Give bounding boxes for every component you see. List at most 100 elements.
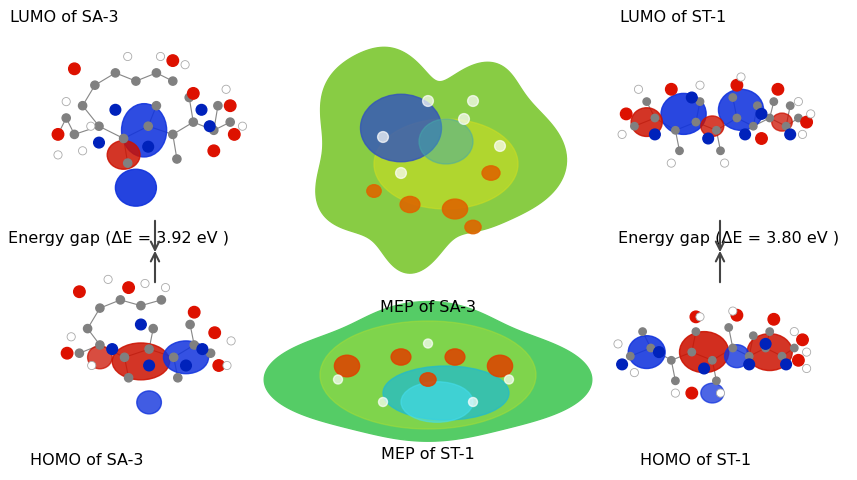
Circle shape <box>209 327 220 338</box>
Ellipse shape <box>361 94 441 162</box>
Circle shape <box>794 114 802 122</box>
Circle shape <box>170 353 177 361</box>
Ellipse shape <box>464 220 481 234</box>
Circle shape <box>169 130 177 139</box>
Circle shape <box>167 55 178 66</box>
Circle shape <box>185 94 194 102</box>
Polygon shape <box>264 301 592 441</box>
Circle shape <box>458 114 470 124</box>
Circle shape <box>226 118 234 126</box>
Circle shape <box>189 306 200 318</box>
Circle shape <box>620 108 632 120</box>
Circle shape <box>672 377 679 384</box>
Circle shape <box>716 147 724 155</box>
Circle shape <box>141 279 149 288</box>
Circle shape <box>729 94 736 101</box>
Circle shape <box>688 348 696 356</box>
Circle shape <box>744 359 754 370</box>
Circle shape <box>119 134 128 143</box>
Ellipse shape <box>116 169 156 206</box>
Circle shape <box>666 84 677 95</box>
Circle shape <box>75 349 83 357</box>
Circle shape <box>617 359 627 370</box>
Text: Energy gap (ΔE = 3.92 eV ): Energy gap (ΔE = 3.92 eV ) <box>8 230 229 245</box>
Ellipse shape <box>367 185 381 197</box>
Ellipse shape <box>718 89 764 130</box>
Circle shape <box>686 387 698 399</box>
Circle shape <box>668 159 675 167</box>
Circle shape <box>144 122 153 130</box>
Circle shape <box>222 85 231 94</box>
Ellipse shape <box>137 391 161 414</box>
Circle shape <box>734 114 740 122</box>
Circle shape <box>123 52 132 60</box>
Ellipse shape <box>701 383 724 403</box>
Circle shape <box>169 77 177 85</box>
Circle shape <box>111 69 119 77</box>
Text: HOMO of ST-1: HOMO of ST-1 <box>640 453 751 468</box>
Circle shape <box>333 375 343 384</box>
Circle shape <box>709 357 716 364</box>
Circle shape <box>379 397 387 407</box>
Ellipse shape <box>320 321 536 429</box>
Ellipse shape <box>631 108 662 136</box>
Ellipse shape <box>701 116 724 136</box>
Text: HOMO of SA-3: HOMO of SA-3 <box>30 453 143 468</box>
Circle shape <box>686 92 697 103</box>
Circle shape <box>650 129 660 140</box>
Circle shape <box>668 357 675 364</box>
Circle shape <box>423 339 433 348</box>
Circle shape <box>70 130 79 139</box>
Circle shape <box>189 118 197 126</box>
Circle shape <box>725 324 733 331</box>
Circle shape <box>149 324 158 333</box>
Circle shape <box>62 114 70 122</box>
Circle shape <box>806 110 815 118</box>
Circle shape <box>626 352 634 360</box>
Circle shape <box>95 122 103 130</box>
Circle shape <box>692 119 699 126</box>
Circle shape <box>766 114 773 122</box>
Circle shape <box>750 122 757 130</box>
Circle shape <box>753 102 761 109</box>
Circle shape <box>123 159 132 167</box>
Circle shape <box>223 361 231 370</box>
Circle shape <box>156 52 165 60</box>
Circle shape <box>79 102 87 110</box>
Circle shape <box>107 344 117 354</box>
Circle shape <box>79 147 87 155</box>
Circle shape <box>793 355 804 366</box>
Circle shape <box>647 344 655 352</box>
Circle shape <box>654 347 664 358</box>
Circle shape <box>614 340 622 348</box>
Circle shape <box>696 313 704 321</box>
Ellipse shape <box>488 355 512 377</box>
Circle shape <box>91 81 99 89</box>
Circle shape <box>74 286 85 298</box>
Circle shape <box>505 375 513 384</box>
Circle shape <box>643 98 650 105</box>
Circle shape <box>494 141 506 151</box>
Ellipse shape <box>164 341 208 374</box>
Circle shape <box>676 147 683 155</box>
Ellipse shape <box>445 349 464 365</box>
Circle shape <box>713 127 720 134</box>
Circle shape <box>756 133 767 144</box>
Ellipse shape <box>391 349 411 365</box>
Ellipse shape <box>122 104 166 157</box>
Circle shape <box>213 360 225 371</box>
Circle shape <box>698 363 710 374</box>
Circle shape <box>746 352 753 360</box>
Circle shape <box>132 77 140 85</box>
Circle shape <box>378 132 388 143</box>
Circle shape <box>423 96 434 107</box>
Circle shape <box>721 159 728 167</box>
Circle shape <box>225 100 236 111</box>
Circle shape <box>93 137 105 148</box>
Circle shape <box>781 359 791 370</box>
Circle shape <box>728 307 737 315</box>
Circle shape <box>173 155 181 163</box>
Ellipse shape <box>334 355 360 377</box>
Circle shape <box>161 284 170 292</box>
Circle shape <box>158 296 165 304</box>
